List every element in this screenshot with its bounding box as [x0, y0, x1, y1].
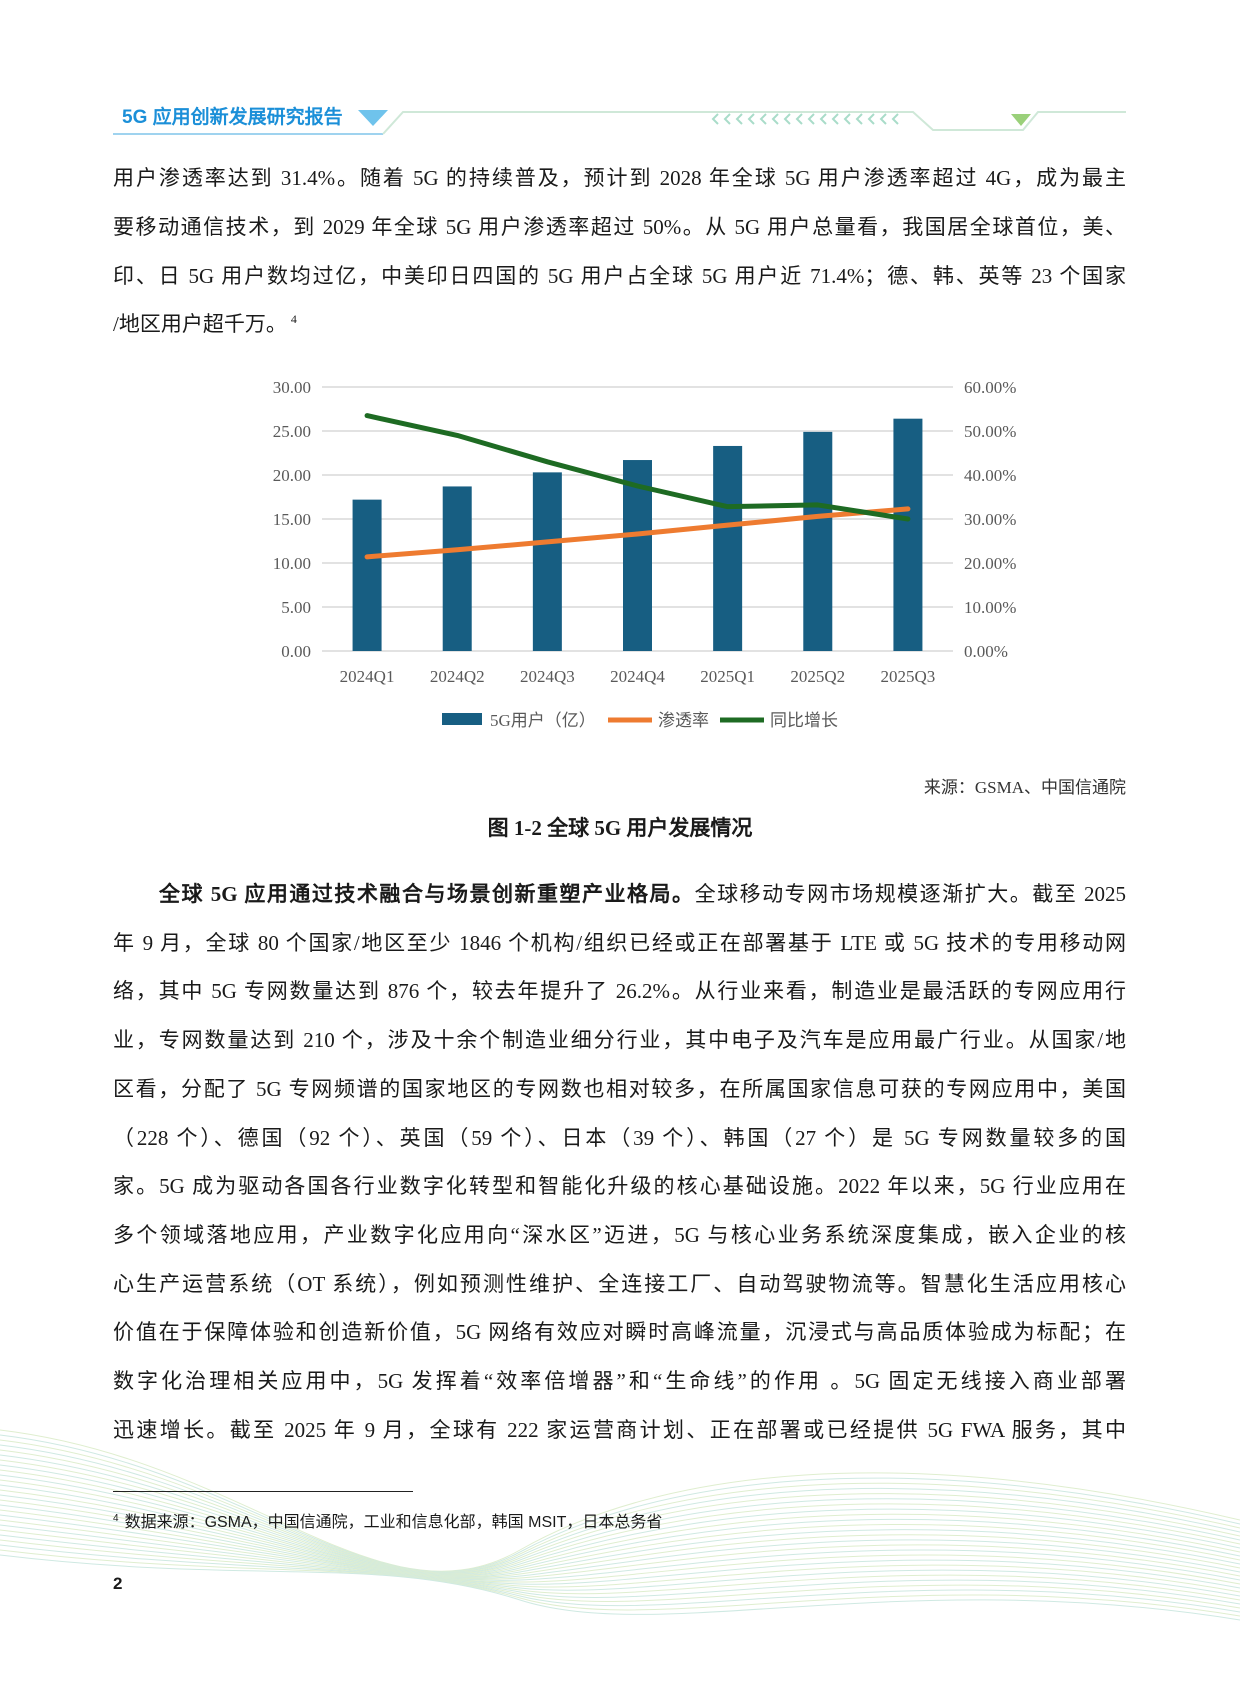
- footnote-divider: [113, 1491, 413, 1492]
- figure-caption: 图 1-2 全球 5G 用户发展情况: [487, 816, 753, 840]
- right-axis-tick-label: 20.00%: [964, 554, 1016, 573]
- text-line-content: /地区用户超千万。: [113, 312, 287, 336]
- decorative-wave-background: [0, 1429, 1240, 1621]
- left-axis-tick-label: 30.00: [273, 378, 311, 397]
- left-axis-tick-label: 15.00: [273, 510, 311, 529]
- text-line: 要移动通信技术，到 2029 年全球 5G 用户渗透率超过 50%。从 5G 用…: [113, 215, 1126, 239]
- wave-line: [0, 1454, 1240, 1574]
- footnote-number: 4: [113, 1512, 119, 1524]
- text-line: 多个领域落地应用，产业数字化应用向“深水区”迈进，5G 与核心业务系统深度集成，…: [113, 1222, 1126, 1247]
- wave-line: [0, 1429, 1240, 1572]
- bar-2024Q1: [352, 499, 382, 651]
- left-axis-tick-label: 10.00: [273, 554, 311, 573]
- wave-line: [0, 1554, 1240, 1621]
- footnote: 4 数据来源：GSMA，中国信通院，工业和信息化部，韩国 MSIT，日本总务省: [113, 1508, 662, 1532]
- text-line: （228 个）、德国（92 个）、英国（59 个）、日本（39 个）、韩国（27…: [113, 1125, 1126, 1150]
- bar-2025Q3: [893, 418, 923, 651]
- bar-2025Q1: [713, 445, 743, 651]
- header-decoration: [113, 110, 1126, 135]
- legend-label: 5G用户（亿）: [490, 711, 596, 730]
- wave-line: [0, 1484, 1240, 1578]
- figure-source: 来源：GSMA、中国信通院: [923, 778, 1126, 797]
- text-line: 络，其中 5G 专网数量达到 876 个，较去年提升了 26.2%。从行业来看，…: [113, 979, 1126, 1004]
- wave-line: [0, 1439, 1240, 1573]
- wave-line: [0, 1494, 1240, 1579]
- text-line: 印、日 5G 用户数均过亿，中美印日四国的 5G 用户占全球 5G 用户近 71…: [113, 264, 1126, 288]
- right-axis-tick-label: 40.00%: [964, 466, 1016, 485]
- right-axis-tick-label: 0.00%: [964, 642, 1008, 661]
- legend-label: 同比增长: [770, 711, 838, 730]
- wave-line: [0, 1534, 1240, 1605]
- text-line: 数字化治理相关应用中，5G 发挥着“效率倍增器”和“生命线”的作用 。5G 固定…: [113, 1369, 1126, 1393]
- x-axis-tick-label: 2024Q3: [520, 667, 575, 686]
- report-header-title: 5G 应用创新发展研究报告: [122, 107, 343, 128]
- wave-line: [0, 1464, 1240, 1575]
- text-line: 区看，分配了 5G 专网频谱的国家地区的专网数也相对较多，在所属国家信息可获的专…: [113, 1076, 1126, 1101]
- wave-line: [0, 1509, 1240, 1585]
- wave-line: [0, 1469, 1240, 1576]
- text-line: 家。5G 成为驱动各国各行业数字化转型和智能化升级的核心基础设施。2022 年以…: [113, 1174, 1126, 1199]
- wave-line: [0, 1514, 1240, 1589]
- right-axis-tick-label: 30.00%: [964, 510, 1016, 529]
- left-axis-tick-label: 25.00: [273, 422, 311, 441]
- series-line-2: [364, 413, 911, 522]
- x-axis-tick-label: 2025Q3: [881, 667, 936, 686]
- left-axis-tick-label: 5.00: [281, 598, 311, 617]
- text-line-content: 全球移动专网市场规模逐渐扩大。截至 2025: [694, 882, 1127, 906]
- wave-line: [0, 1479, 1240, 1577]
- bar-2024Q2: [442, 486, 472, 651]
- wave-line: [0, 1539, 1240, 1609]
- x-axis-tick-label: 2024Q1: [340, 667, 395, 686]
- footnote-text: 数据来源：GSMA，中国信通院，工业和信息化部，韩国 MSIT，日本总务省: [124, 1514, 663, 1531]
- wave-line: [0, 1444, 1240, 1573]
- left-axis-tick-label: 20.00: [273, 466, 311, 485]
- wave-line: [0, 1524, 1240, 1597]
- bar-2024Q3: [532, 472, 562, 651]
- bar-2025Q2: [803, 431, 833, 651]
- text-line: 用户渗透率达到 31.4%。随着 5G 的持续普及，预计到 2028 年全球 5…: [113, 166, 1126, 190]
- wave-line: [0, 1474, 1240, 1576]
- right-axis-tick-label: 10.00%: [964, 598, 1016, 617]
- paragraph-lead-bold: 全球 5G 应用通过技术融合与场景创新重塑产业格局。: [159, 882, 695, 906]
- text-line: 心生产运营系统（OT 系统），例如预测性维护、全连接工厂、自动驾驶物流等。智慧化…: [113, 1271, 1126, 1296]
- right-axis-tick-label: 60.00%: [964, 378, 1016, 397]
- text-line: 年 9 月，全球 80 个国家/地区至少 1846 个机构/组织已经或正在部署基…: [113, 930, 1126, 955]
- wave-line: [0, 1449, 1240, 1574]
- wave-line: [0, 1434, 1240, 1573]
- page-number: 2: [113, 1574, 123, 1593]
- wave-line: [0, 1504, 1240, 1581]
- text-line: 迅速增长。截至 2025 年 9 月，全球有 222 家运营商计划、正在部署或已…: [113, 1417, 1126, 1442]
- series-line-1: [364, 506, 911, 560]
- wave-line: [0, 1544, 1240, 1613]
- x-axis-tick-label: 2024Q2: [430, 667, 485, 686]
- left-axis-tick-label: 0.00: [281, 642, 311, 661]
- text-line: 全球 5G 应用通过技术融合与场景创新重塑产业格局。全球移动专网市场规模逐渐扩大…: [159, 878, 1126, 908]
- text-line: 业，专网数量达到 210 个，涉及十余个制造业细分行业，其中电子及汽车是应用最广…: [113, 1028, 1126, 1053]
- legend-swatch: [442, 713, 482, 725]
- wave-line: [0, 1549, 1240, 1617]
- 5g-users-chart: 0.00 0.00% 5.00 10.00% 10.00 20.00% 15.00 30.00…: [273, 378, 1017, 730]
- bar-2024Q4: [623, 460, 652, 651]
- wave-line: [0, 1489, 1240, 1578]
- right-axis-tick-label: 50.00%: [964, 422, 1016, 441]
- wave-line: [0, 1499, 1240, 1580]
- x-axis-tick-label: 2025Q1: [700, 667, 755, 686]
- x-axis-tick-label: 2025Q2: [790, 667, 845, 686]
- text-line: 价值在于保障体验和创造新价值，5G 网络有效应对瞬时高峰流量，沉浸式与高品质体验…: [113, 1320, 1126, 1345]
- x-axis-tick-label: 2024Q4: [610, 667, 665, 686]
- wave-line: [0, 1529, 1240, 1601]
- legend-label: 渗透率: [658, 711, 709, 730]
- wave-line: [0, 1519, 1240, 1593]
- text-line: /地区用户超千万。 4: [113, 308, 297, 338]
- wave-line: [0, 1459, 1240, 1575]
- footnote-ref: 4: [290, 312, 297, 326]
